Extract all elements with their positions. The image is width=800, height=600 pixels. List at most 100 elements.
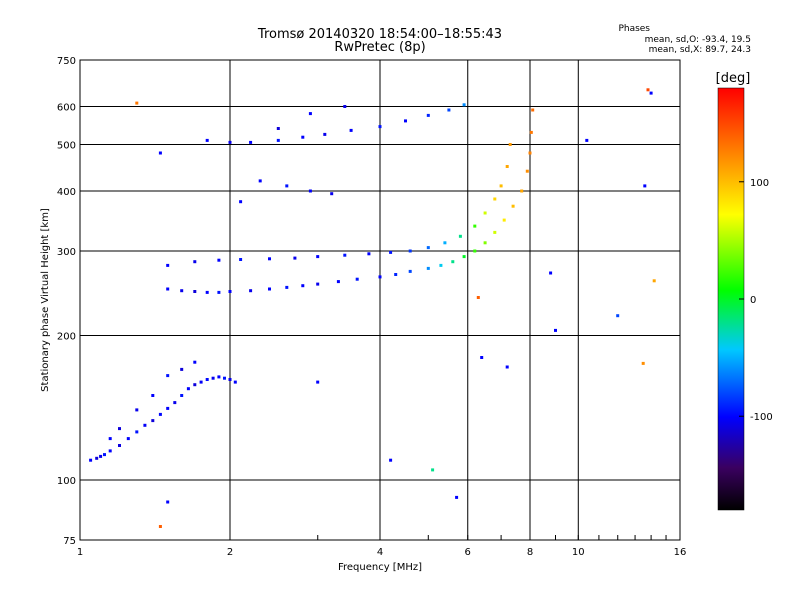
echo-point [186,387,190,391]
echo-point [126,437,130,441]
echo-point [343,253,347,257]
y-tick-label: 400 [57,187,76,198]
echo-point [455,495,459,499]
echo-point [316,380,320,384]
echo-point [276,127,280,130]
echo-point [285,285,289,289]
echo-point [193,290,197,293]
echo-point [249,289,253,293]
phases-stats-title: Phases [618,24,650,34]
echo-point [228,140,232,144]
echo-point [158,412,162,416]
echo-point [336,280,340,284]
echo-point [135,430,139,434]
echo-point [193,260,197,264]
echo-point [217,290,221,294]
echo-point [431,468,435,472]
echo-point [308,189,312,193]
echo-point [394,273,398,276]
echo-point [443,241,447,245]
echo-point [508,143,512,146]
echo-point [389,458,393,462]
echo-points [89,88,656,528]
echo-point [249,140,253,144]
echo-point [462,255,466,259]
echo-point [158,525,162,528]
echo-point [239,258,243,261]
y-tick-label: 300 [57,247,76,258]
echo-point [483,211,487,215]
echo-point [205,290,209,294]
x-tick-label: 8 [527,547,533,558]
echo-point [505,365,509,369]
grid [80,60,680,540]
echo-point [426,246,430,250]
echo-point [276,138,280,142]
echo-point [316,255,320,259]
echo-point [529,130,533,134]
echo-point [528,151,532,155]
y-tick-label: 750 [57,56,76,67]
echo-point [217,258,221,262]
x-tick-label: 10 [572,547,585,558]
y-tick-label: 100 [57,476,76,487]
echo-point [166,263,170,267]
echo-point [511,204,515,208]
echo-point [646,88,650,92]
echo-point [316,282,320,286]
echo-point [525,169,529,173]
echo-point [451,260,455,264]
echo-point [462,103,466,107]
echo-point [493,197,497,201]
x-tick-label: 4 [377,547,383,558]
echo-point [367,252,371,256]
echo-point [480,356,484,359]
echo-point [293,256,297,260]
echo-point [285,184,289,188]
echo-point [199,380,203,384]
echo-point [483,241,487,245]
echo-point [447,108,451,112]
echo-point [616,314,620,318]
echo-point [389,250,393,254]
echo-point [180,367,184,371]
echo-point [308,112,312,116]
echo-point [233,380,237,384]
echo-point [493,230,497,234]
echo-point [323,132,327,136]
x-tick-label: 6 [465,547,471,558]
echo-point [143,423,147,427]
echo-point [499,184,503,188]
echo-point [301,284,305,288]
x-tick-label: 2 [227,547,233,558]
echo-point [505,165,509,168]
y-tick-label: 200 [57,332,76,343]
echo-point [643,184,647,188]
y-axis-ticks: 75 100 200 300 400 500 600 750 [57,56,76,547]
echo-point [239,200,243,204]
echo-point [649,91,653,95]
echo-point [205,378,209,381]
echo-point [166,500,170,504]
echo-point [343,105,347,108]
y-tick-label: 75 [63,536,76,547]
echo-point [89,458,93,462]
echo-point [408,269,412,273]
echo-point [118,444,121,447]
echo-point [228,290,232,293]
echo-point [211,376,215,380]
echo-point [458,234,462,238]
echo-point [476,296,480,299]
echo-point [108,437,112,441]
echo-point [473,249,477,253]
echo-point [95,456,99,460]
echo-point [135,408,139,412]
echo-point [166,374,170,378]
plot-subtitle: RwPretec (8p) [334,40,426,55]
y-tick-label: 500 [57,141,76,152]
echo-point [193,360,197,364]
colorbar-label: [deg] [716,71,751,86]
echo-point [135,101,139,105]
echo-point [118,427,121,431]
